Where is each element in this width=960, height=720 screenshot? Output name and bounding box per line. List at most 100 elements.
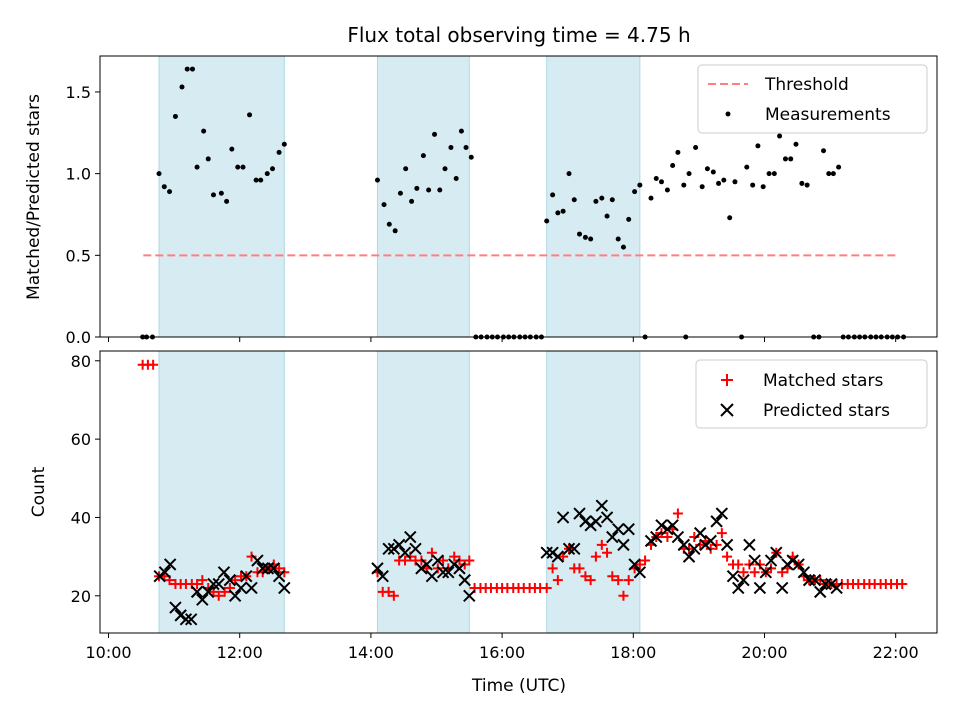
measurement-point — [821, 148, 827, 154]
measurement-point — [240, 164, 246, 170]
measurement-point — [620, 244, 626, 250]
predicted-star-point — [202, 585, 215, 599]
bottom-x-ticks: 10:00 12:00 14:00 16:00 18:00 20:00 22:00 — [85, 633, 919, 662]
measurement-point — [826, 171, 832, 177]
measurement-point — [658, 179, 664, 185]
predicted-star-point — [540, 546, 553, 559]
measurement-point — [468, 154, 474, 160]
matched-star-point — [388, 590, 399, 601]
measurement-point — [755, 143, 761, 149]
measurement-point — [172, 113, 178, 119]
legend-matched-label: Matched stars — [763, 371, 883, 391]
measurement-point — [593, 198, 599, 204]
top-y-axis-label: Matched/Predicted stars — [24, 94, 44, 300]
predicted-star-point — [775, 581, 789, 595]
matched-star-point — [464, 555, 475, 566]
measurement-point — [670, 162, 676, 168]
legend-predicted-label: Predicted stars — [763, 401, 890, 421]
predicted-star-point — [223, 573, 237, 587]
matched-star-point — [574, 563, 585, 574]
measurement-point — [710, 169, 716, 175]
top-x-ticks — [108, 337, 897, 342]
measurement-point — [744, 164, 750, 170]
measurement-point — [544, 218, 550, 224]
matched-star-point — [618, 590, 629, 601]
measurement-point — [721, 177, 727, 183]
predicted-star-point — [693, 526, 707, 540]
predicted-star-point — [628, 558, 641, 571]
bottom-y-axis-label: Count — [29, 466, 49, 517]
predicted-star-point — [442, 566, 455, 579]
top-panel: 0.0 0.5 1.0 1.5 Matched/Predicted stars Thr… — [24, 55, 938, 347]
predicted-star-point — [179, 613, 193, 626]
measurement-point — [750, 182, 756, 188]
measurement-point — [599, 195, 605, 201]
measurement-point — [830, 171, 836, 177]
matched-star-point — [662, 532, 673, 543]
matched-star-point — [733, 559, 744, 570]
measurement-point — [201, 128, 207, 134]
matched-star-point — [213, 590, 224, 601]
measurement-point — [788, 156, 794, 162]
x-tick-label: 22:00 — [873, 643, 919, 662]
measurement-point — [637, 182, 643, 188]
predicted-star-point — [212, 577, 225, 591]
chart-title: Flux total observing time = 4.75 h — [347, 23, 690, 47]
matched-star-point — [585, 575, 596, 586]
x-tick-label: 14:00 — [348, 643, 394, 662]
measurement-point — [253, 177, 259, 183]
predicted-star-point — [737, 573, 750, 587]
y-tick-label: 20 — [71, 587, 91, 606]
measurement-point — [392, 228, 398, 234]
matched-star-point — [640, 555, 651, 566]
top-shaded-intervals — [158, 55, 641, 338]
predicted-star-point — [376, 570, 389, 583]
predicted-star-point — [409, 542, 422, 555]
measurement-point — [771, 171, 777, 177]
y-tick-label: 80 — [71, 352, 91, 371]
predicted-star-point — [382, 542, 395, 555]
measurement-point — [571, 197, 577, 203]
predicted-star-point — [256, 562, 269, 575]
measurement-point — [664, 187, 670, 193]
shaded-interval — [546, 55, 641, 338]
predicted-star-point — [184, 613, 198, 626]
predicted-star-point — [606, 530, 619, 544]
predicted-star-point — [819, 577, 832, 591]
matched-star-point — [547, 563, 558, 574]
measurement-point — [675, 149, 681, 155]
matched-star-point — [197, 575, 208, 586]
predicted-star-point — [671, 530, 685, 544]
predicted-star-point — [267, 562, 281, 575]
matched-star-point — [449, 551, 460, 562]
measurement-point — [426, 187, 432, 193]
measurement-point — [653, 176, 659, 182]
predicted-star-point — [764, 554, 778, 567]
predicted-star-point — [589, 515, 603, 528]
measurement-point — [194, 164, 200, 170]
measurement-point — [218, 190, 224, 196]
predicted-star-point — [217, 566, 231, 579]
measurement-point — [766, 171, 772, 177]
predicted-star-point — [190, 585, 204, 599]
x-tick-label: 10:00 — [85, 643, 131, 662]
predicted-star-point — [611, 523, 625, 536]
predicted-star-point — [371, 562, 384, 575]
measurement-point — [205, 156, 211, 162]
measurement-point — [693, 144, 699, 150]
x-axis-label: Time (UTC) — [471, 676, 566, 696]
matched-star-point — [192, 579, 203, 590]
matched-star-point — [749, 567, 760, 578]
matched-star-point — [672, 508, 683, 519]
predicted-star-point — [551, 550, 565, 563]
bottom-panel: 20 40 60 80 10:00 12:00 14:00 16:00 18:00 20:00 2… — [29, 350, 938, 696]
measurement-point — [258, 177, 264, 183]
measurement-point — [281, 141, 287, 147]
y-tick-label: 0.0 — [66, 328, 91, 347]
measurement-point — [442, 166, 448, 172]
predicted-star-point — [556, 511, 570, 524]
predicted-star-point — [743, 538, 756, 552]
measurement-point — [648, 195, 654, 201]
predicted-star-point — [431, 554, 445, 567]
top-axes-frame — [99, 55, 938, 338]
